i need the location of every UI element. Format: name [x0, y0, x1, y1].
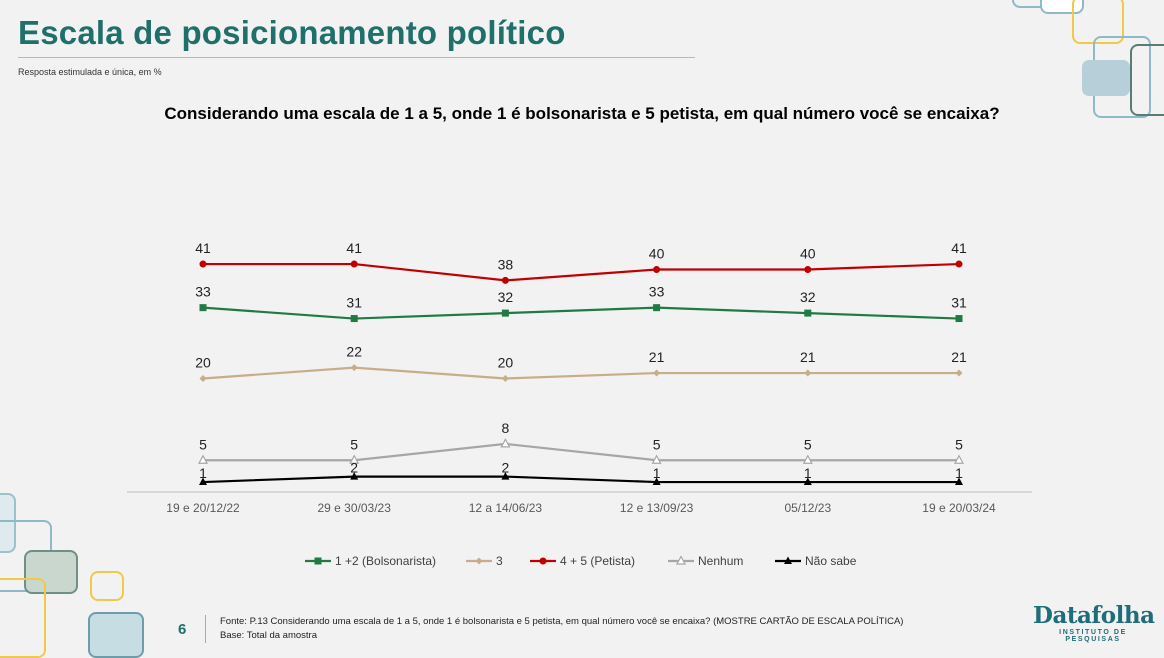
data-label: 21	[800, 349, 816, 365]
data-point	[804, 369, 812, 377]
datafolha-logo: Datafolha INSTITUTO DE PESQUISAS	[1033, 602, 1155, 643]
legend-label: Nenhum	[698, 554, 743, 568]
data-label: 1	[199, 465, 207, 481]
data-point	[653, 266, 661, 273]
footer-divider	[205, 615, 206, 643]
x-tick-label: 12 e 13/09/23	[620, 501, 694, 515]
data-label: 20	[195, 355, 211, 371]
legend-marker	[784, 556, 792, 564]
data-point	[350, 315, 358, 323]
series-line	[202, 475, 959, 484]
series-line	[202, 366, 959, 380]
data-point	[501, 309, 509, 317]
decorative-frame	[24, 550, 78, 594]
data-label: 1	[804, 465, 812, 481]
legend-label: 3	[496, 554, 503, 568]
data-point	[350, 364, 358, 372]
data-label: 1	[955, 465, 963, 481]
page-subtitle: Resposta estimulada e única, em %	[18, 67, 162, 77]
data-point	[199, 304, 207, 312]
data-point	[501, 375, 509, 382]
data-label: 20	[498, 355, 514, 371]
data-label: 5	[199, 436, 207, 452]
data-label: 22	[346, 344, 362, 360]
logo-tagline: INSTITUTO DE PESQUISAS	[1059, 629, 1127, 643]
data-label: 33	[649, 284, 665, 300]
source-note: Fonte: P.13 Considerando uma escala de 1…	[220, 615, 903, 643]
data-label: 5	[955, 436, 963, 452]
data-point	[501, 472, 510, 480]
title-divider	[18, 57, 695, 58]
data-label: 5	[350, 436, 358, 452]
data-point	[349, 454, 360, 464]
data-point	[501, 276, 509, 284]
decorative-frame	[90, 571, 124, 601]
series-line	[203, 262, 960, 282]
legend-label: 1 +2 (Bolsonarista)	[335, 554, 436, 568]
data-point	[500, 438, 511, 448]
legend-marker	[676, 555, 686, 565]
data-point	[350, 260, 358, 268]
data-point	[955, 260, 963, 268]
x-tick-label: 05/12/23	[784, 501, 831, 515]
data-point	[653, 304, 661, 312]
data-point	[651, 454, 662, 464]
data-point	[955, 369, 963, 377]
data-label: 2	[502, 460, 510, 476]
data-point	[199, 375, 207, 382]
x-tick-label: 19 e 20/12/22	[166, 501, 240, 515]
data-point	[954, 454, 964, 464]
legend-marker	[475, 557, 483, 565]
legend-marker	[539, 557, 547, 565]
data-label: 21	[649, 349, 665, 365]
data-point	[652, 477, 661, 486]
data-label: 38	[498, 256, 514, 272]
data-label: 2	[350, 460, 358, 476]
chart-title: Considerando uma escala de 1 a 5, onde 1…	[164, 104, 1000, 123]
x-tick-label: 12 a 14/06/23	[469, 501, 543, 515]
data-point	[198, 454, 208, 464]
data-point	[653, 369, 661, 377]
logo-name: Datafolha	[1033, 602, 1155, 629]
data-point	[803, 477, 812, 486]
data-label: 32	[800, 289, 816, 305]
data-label: 41	[346, 240, 362, 256]
page-title: Escala de posicionamento político	[18, 14, 566, 51]
data-label: 31	[951, 295, 967, 311]
data-point	[199, 260, 207, 268]
x-tick-label: 29 e 30/03/23	[317, 501, 391, 515]
data-label: 40	[800, 246, 816, 262]
source-text: Fonte: P.13 Considerando uma escala de 1…	[220, 616, 904, 627]
legend-marker	[314, 557, 322, 565]
data-point	[350, 472, 359, 480]
data-point	[804, 266, 812, 273]
data-label: 21	[951, 349, 967, 365]
legend-label: Não sabe	[805, 554, 857, 568]
data-label: 31	[346, 295, 362, 311]
data-label: 40	[649, 246, 665, 262]
data-label: 5	[653, 436, 661, 452]
base-text: Base: Total da amostra	[220, 630, 317, 641]
decorative-frame	[0, 493, 16, 553]
data-label: 1	[653, 465, 661, 481]
data-point	[804, 309, 812, 317]
data-point	[955, 477, 963, 486]
data-label: 41	[195, 240, 211, 256]
data-label: 32	[498, 289, 514, 305]
data-label: 33	[195, 284, 211, 300]
data-point	[802, 454, 813, 464]
data-label: 8	[502, 420, 510, 436]
data-point	[955, 315, 963, 323]
series-line	[202, 306, 960, 320]
page-number: 6	[178, 621, 187, 638]
data-point	[199, 477, 207, 486]
decorative-frame	[1082, 60, 1130, 96]
series-line	[203, 442, 959, 462]
x-tick-label: 19 e 20/03/24	[922, 501, 996, 515]
data-label: 5	[804, 436, 812, 452]
legend-label: 4 + 5 (Petista)	[560, 554, 635, 568]
data-label: 41	[951, 240, 967, 256]
decorative-frame	[1130, 44, 1164, 116]
